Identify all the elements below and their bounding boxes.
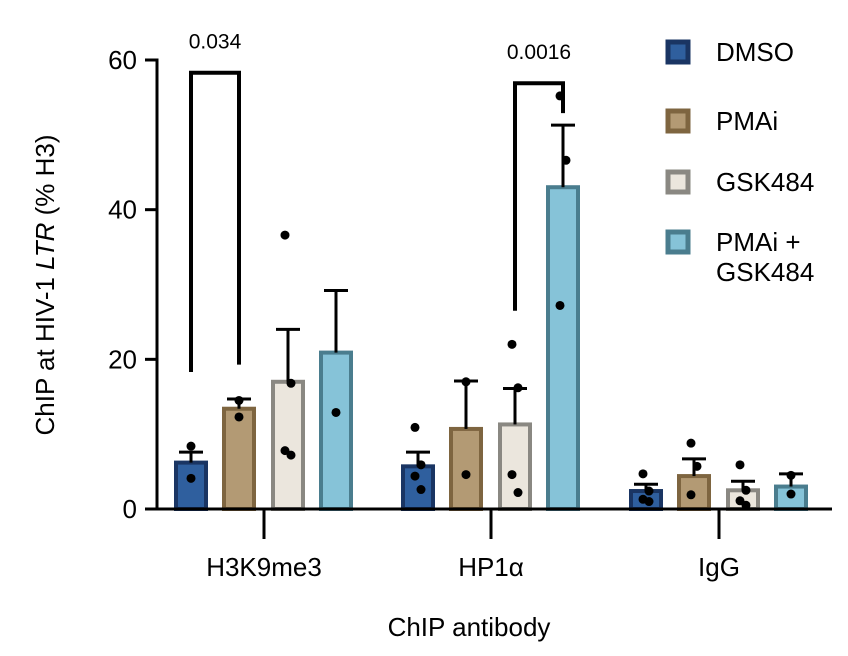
x-axis-title: ChIP antibody	[388, 612, 551, 642]
significance-bracket-1	[513, 81, 565, 311]
legend-label-line-1-0: PMAi	[716, 106, 778, 136]
category-label-1: HP1α	[458, 552, 524, 582]
legend-swatch-0	[665, 39, 691, 65]
point-s2-c2-0	[735, 460, 745, 470]
y-axis-title: ChIP at HIV-1 LTR (% H3)	[30, 134, 60, 435]
category-label-0: H3K9me3	[206, 552, 322, 582]
legend-label-line-0-0: DMSO	[716, 37, 794, 67]
significance-bracket-0	[189, 70, 241, 373]
legend-label-2: GSK484	[716, 167, 814, 197]
point-s0-c0-0	[186, 441, 196, 451]
point-s1-c1-1	[461, 470, 471, 480]
bar-s2-c0	[271, 379, 305, 511]
point-s2-c0-0	[280, 230, 290, 240]
y-tick-label-60: 60	[108, 45, 137, 75]
legend-label-line-3-1: GSK484	[716, 257, 814, 287]
y-tick-label-0: 0	[123, 494, 137, 524]
point-s2-c1-0	[507, 339, 517, 349]
point-s0-c0-1	[186, 473, 196, 483]
error-bars	[179, 123, 803, 492]
point-s1-c2-2	[686, 490, 696, 500]
legend-label-1: PMAi	[716, 106, 778, 136]
y-axis-title-italic: LTR	[30, 223, 60, 270]
significance-annotations: 0.034 0.0016	[189, 31, 571, 373]
legend-label-line-2-0: GSK484	[716, 167, 814, 197]
point-s2-c0-3	[286, 450, 296, 460]
y-tick-label-20: 20	[108, 344, 137, 374]
bar-s2-c1	[498, 422, 532, 511]
ticks: 0 20 40 60 H3K9me3 HP1α IgG	[108, 45, 740, 582]
bar-s1-c1	[449, 426, 483, 512]
point-s2-c1-2	[507, 470, 517, 480]
legend-label-0: DMSO	[716, 37, 794, 67]
y-axis-title-suffix: (% H3)	[30, 134, 60, 222]
point-s1-c0-1	[234, 412, 244, 422]
point-s0-c1-3	[416, 485, 426, 495]
point-s0-c1-0	[410, 422, 420, 432]
significance-label-1: 0.0016	[507, 41, 571, 64]
bar-s3-c0	[319, 350, 353, 511]
point-s3-c0-0	[331, 407, 341, 417]
legend-swatch-3	[665, 229, 691, 255]
bar-s1-c0	[222, 406, 256, 511]
legend-label-line-3-0: PMAi +	[716, 227, 801, 257]
legend-swatch-1	[665, 108, 691, 134]
bar-s0-c0	[174, 460, 208, 511]
point-s3-c1-2	[555, 300, 565, 310]
point-s0-c2-0	[638, 469, 648, 479]
point-s0-c1-2	[410, 471, 420, 481]
point-s2-c1-3	[513, 488, 523, 498]
significance-label-0: 0.034	[189, 31, 242, 54]
legend-swatch-2	[665, 169, 691, 195]
point-s1-c2-0	[686, 438, 696, 448]
legend-label-3: PMAi + GSK484	[716, 227, 814, 287]
point-s0-c2-3	[644, 497, 654, 507]
point-s3-c2-1	[786, 489, 796, 499]
y-axis-title-prefix: ChIP at HIV-1	[30, 270, 60, 436]
bars	[174, 185, 808, 512]
category-label-2: IgG	[698, 552, 740, 582]
y-tick-label-40: 40	[108, 195, 137, 225]
bar-s3-c1	[546, 185, 580, 511]
